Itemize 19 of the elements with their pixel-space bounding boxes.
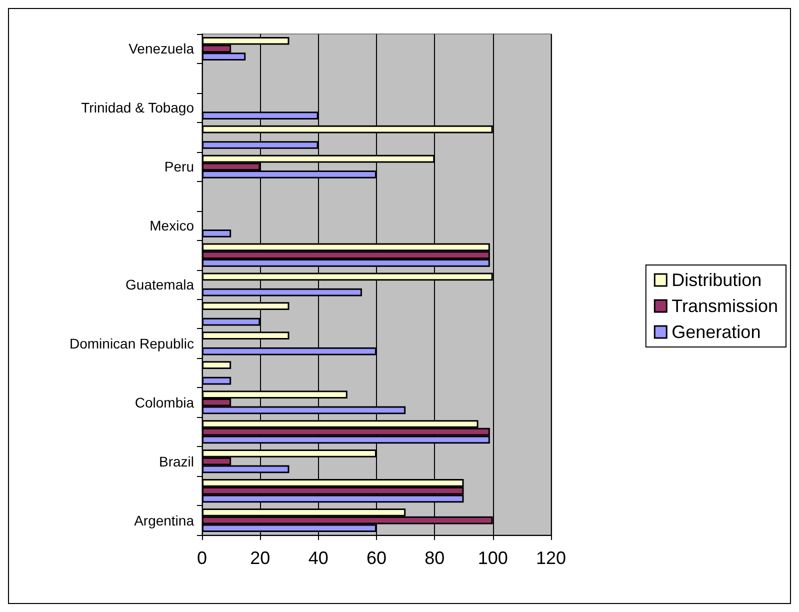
y-tick-label: Guatemala: [126, 276, 194, 292]
x-tick-label: 120: [536, 548, 566, 568]
y-tick-label: Peru: [164, 158, 194, 175]
legend-label: Distribution: [672, 270, 762, 290]
y-tick-label: Trinidad & Tobago: [81, 100, 194, 116]
legend-label: Generation: [672, 322, 761, 342]
x-tick-label: 80: [424, 548, 445, 568]
y-tick-label: Colombia: [134, 394, 194, 410]
x-tick-label: 20: [250, 548, 270, 568]
legend-label: Transmission: [672, 296, 778, 316]
x-tick-label: 60: [366, 548, 387, 568]
x-tick-label: 0: [196, 548, 208, 568]
y-tick-label: Brazil: [158, 453, 194, 470]
y-tick-label: Mexico: [150, 218, 194, 234]
x-tick-label: 100: [478, 548, 508, 568]
y-tick-label: Dominican Republic: [69, 335, 194, 352]
y-tick-label: Venezuela: [128, 40, 194, 57]
y-tick-label: Argentina: [134, 512, 194, 528]
x-tick-label: 40: [308, 548, 328, 568]
